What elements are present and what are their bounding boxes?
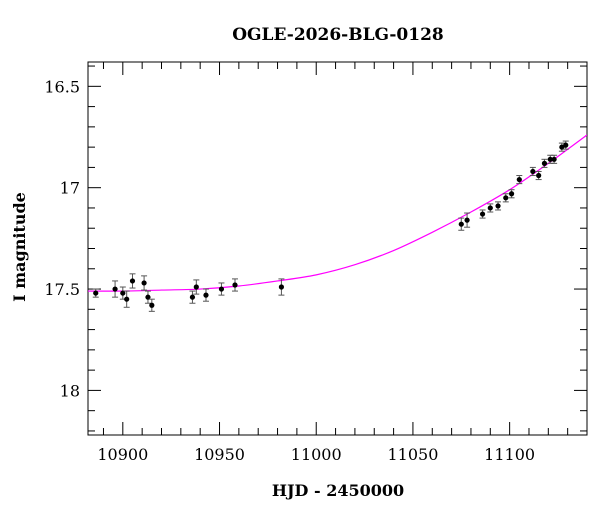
model-curve (88, 134, 587, 292)
data-point (541, 160, 548, 166)
data-point (203, 292, 209, 298)
data-point (563, 142, 569, 148)
x-tick-label: 11000 (291, 445, 342, 464)
data-point (503, 195, 509, 201)
data-point (124, 296, 130, 302)
y-axis-label: I magnitude (10, 192, 29, 302)
data-point (530, 168, 536, 175)
y-tick-label: 17 (60, 179, 80, 198)
plot-area: 10900 10950 11000 11050 11100 16.5 17 17.5 18 (44, 61, 588, 464)
data-point (149, 302, 155, 308)
data-point (487, 205, 493, 211)
data-point (551, 156, 557, 162)
data-point (218, 286, 225, 292)
data-point (145, 294, 151, 300)
data-point (479, 211, 486, 217)
data-point (278, 284, 285, 290)
data-point (464, 217, 470, 223)
data-point (193, 284, 199, 290)
y-tick-label: 16.5 (44, 77, 80, 96)
x-tick-label: 11100 (484, 445, 535, 464)
data-point (495, 203, 501, 209)
data-point (508, 191, 515, 197)
x-tick-label: 10900 (97, 445, 148, 464)
data-point (93, 290, 99, 296)
y-tick-label: 18 (60, 381, 80, 400)
data-point (129, 278, 136, 284)
data-point (559, 144, 565, 150)
data-point (547, 156, 553, 162)
data-point (189, 294, 196, 300)
data-point (536, 172, 542, 179)
data-point (232, 282, 238, 288)
plot-frame (87, 61, 588, 436)
data-point (120, 290, 126, 296)
x-tick-label: 10950 (194, 445, 245, 464)
data-point (516, 176, 522, 183)
data-point (141, 280, 147, 286)
data-point (458, 221, 464, 227)
x-axis-label: HJD - 2450000 (272, 481, 404, 500)
y-tick-label: 17.5 (44, 280, 80, 299)
x-tick-label: 11050 (387, 445, 438, 464)
chart-title: OGLE-2026-BLG-0128 (232, 25, 444, 45)
data-point (112, 286, 118, 292)
